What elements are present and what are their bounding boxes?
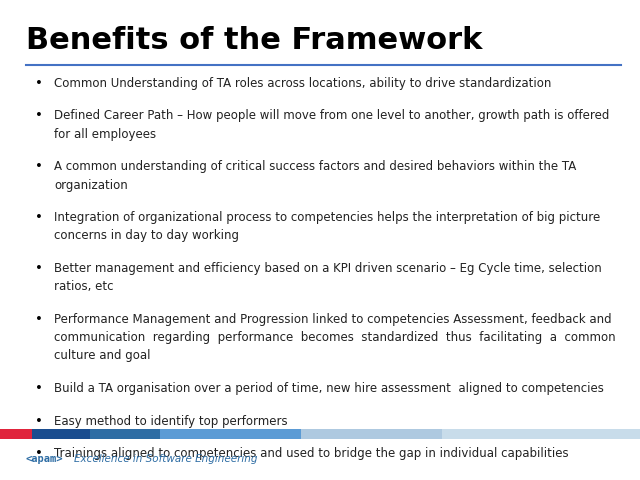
Text: culture and goal: culture and goal bbox=[54, 349, 151, 362]
Text: Trainings aligned to competencies and used to bridge the gap in individual capab: Trainings aligned to competencies and us… bbox=[54, 447, 569, 460]
Text: Better management and efficiency based on a KPI driven scenario – Eg Cycle time,: Better management and efficiency based o… bbox=[54, 262, 602, 275]
Text: Integration of organizational process to competencies helps the interpretation o: Integration of organizational process to… bbox=[54, 211, 601, 224]
Text: •: • bbox=[35, 313, 43, 326]
Text: ratios, etc: ratios, etc bbox=[54, 280, 114, 293]
Bar bbox=[90, 429, 160, 439]
Bar bbox=[0, 429, 32, 439]
Text: communication  regarding  performance  becomes  standardized  thus  facilitating: communication regarding performance beco… bbox=[54, 331, 616, 344]
Text: •: • bbox=[35, 382, 43, 395]
Text: A common understanding of critical success factors and desired behaviors within : A common understanding of critical succe… bbox=[54, 160, 577, 173]
Text: •: • bbox=[35, 109, 43, 122]
Text: Easy method to identify top performers: Easy method to identify top performers bbox=[54, 415, 288, 428]
Text: •: • bbox=[35, 262, 43, 275]
Text: Excellence in Software Engineering: Excellence in Software Engineering bbox=[74, 454, 257, 464]
Bar bbox=[32, 429, 90, 439]
Bar bbox=[442, 429, 640, 439]
Text: •: • bbox=[35, 77, 43, 90]
Text: <apam>: <apam> bbox=[26, 454, 63, 464]
Text: Defined Career Path – How people will move from one level to another, growth pat: Defined Career Path – How people will mo… bbox=[54, 109, 610, 122]
Text: Performance Management and Progression linked to competencies Assessment, feedba: Performance Management and Progression l… bbox=[54, 313, 612, 326]
Text: •: • bbox=[35, 447, 43, 460]
Text: •: • bbox=[35, 160, 43, 173]
Text: Common Understanding of TA roles across locations, ability to drive standardizat: Common Understanding of TA roles across … bbox=[54, 77, 552, 90]
Text: Build a TA organisation over a period of time, new hire assessment  aligned to c: Build a TA organisation over a period of… bbox=[54, 382, 604, 395]
Bar bbox=[301, 429, 442, 439]
Text: •: • bbox=[35, 211, 43, 224]
Text: Benefits of the Framework: Benefits of the Framework bbox=[26, 26, 482, 55]
Text: organization: organization bbox=[54, 179, 128, 192]
Bar bbox=[160, 429, 301, 439]
Text: concerns in day to day working: concerns in day to day working bbox=[54, 229, 239, 242]
Text: •: • bbox=[35, 415, 43, 428]
Text: for all employees: for all employees bbox=[54, 128, 157, 141]
